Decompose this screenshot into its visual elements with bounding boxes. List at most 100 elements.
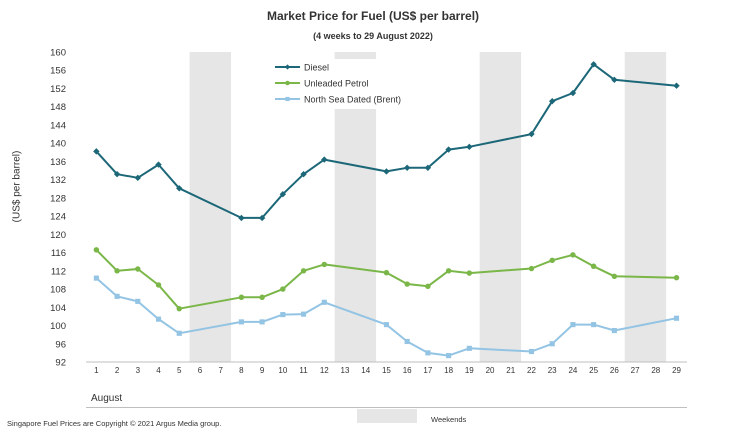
data-point [321,156,328,163]
y-tick-label: 148 [50,102,66,113]
chart-title: Market Price for Fuel (US$ per barrel) [266,9,480,23]
data-point [383,269,390,276]
weekend-band [624,52,667,362]
data-point [549,341,555,347]
x-tick-label: 26 [610,366,619,375]
data-point [238,319,244,325]
weekend-legend-swatch [357,409,417,423]
x-tick-label: 11 [299,366,308,375]
y-tick-label: 112 [51,266,66,277]
x-tick-label: 15 [382,366,391,375]
legend: Diesel Unleaded Petrol North Sea Dated (Br… [262,59,432,109]
data-point [285,80,290,86]
legend-item: North Sea Dated (Brent) [275,95,401,105]
data-point [113,170,121,178]
x-tick-label: 10 [278,366,287,375]
y-tick-label: 92 [55,358,66,369]
data-point [424,164,432,171]
legend-item: Unleaded Petrol [275,79,369,89]
y-tick-label: 104 [50,303,66,314]
legend-label: North Sea Dated (Brent) [304,95,401,105]
data-point [466,143,473,151]
data-point [611,76,618,84]
series-north-sea-dated-brent [93,275,680,359]
data-point [238,294,245,300]
data-point [238,214,245,222]
x-tick-label: 12 [320,366,329,375]
y-tick-label: 124 [50,212,66,223]
data-point [321,299,327,305]
y-tick-label: 140 [50,139,66,150]
y-tick-label: 108 [50,285,66,296]
x-tick-label: 3 [136,366,141,375]
data-point [93,247,100,253]
y-tick-label: 160 [50,48,66,59]
y-tick-label: 100 [50,321,66,332]
y-tick-label: 152 [50,84,66,95]
data-point [176,330,182,336]
data-point [383,168,390,175]
x-tick-label: 22 [527,366,536,375]
data-point [279,191,287,198]
x-tick-label: 28 [651,366,660,375]
data-point [284,64,291,70]
data-point [425,283,431,290]
data-point [528,265,535,272]
data-point [259,319,265,325]
x-tick-label: 25 [589,366,598,375]
data-point [528,348,535,355]
data-point [549,257,555,264]
x-tick-label: 23 [548,366,557,375]
data-point [611,273,618,280]
x-tick-label: 21 [506,366,515,375]
data-point [466,345,472,351]
data-point [280,312,286,318]
data-point [155,161,162,168]
legend-label: Unleaded Petrol [304,79,369,89]
x-tick-label: 18 [444,366,453,375]
data-point [259,294,265,300]
data-point [673,315,680,321]
series-unleaded-petrol [93,247,680,312]
series-line [95,277,677,357]
legend-item: Diesel [275,63,329,73]
x-tick-label: 9 [260,366,265,375]
data-point [466,270,473,276]
data-point [403,164,411,171]
series-line [95,249,677,310]
series-diesel [93,61,680,222]
x-tick-label: 19 [465,366,474,375]
x-tick-label: 8 [239,366,244,375]
legend-label: Diesel [304,63,329,73]
data-point [404,281,410,287]
weekend-band [189,52,232,362]
weekend-band [479,52,522,362]
data-point [93,148,100,155]
x-tick-label: 27 [631,366,640,375]
x-tick-label: 29 [672,366,681,375]
x-tick-label: 2 [115,366,120,375]
x-axis-ticks: 1 2 3 4 5 6 7 8 9 10 11 12 13 14 15 16 17 18 19 20 21 22 23 24 2… [94,366,681,375]
data-point [445,146,452,153]
y-tick-label: 144 [50,120,66,131]
data-point [425,350,431,356]
data-point [135,298,141,304]
y-tick-label: 136 [50,157,66,168]
y-tick-label: 120 [50,230,66,241]
weekend-legend-label: Weekends [431,415,467,424]
x-tick-label: 7 [218,366,223,375]
data-point [570,322,576,328]
data-point [569,89,577,97]
y-tick-label: 116 [51,248,66,259]
x-tick-label: 13 [341,366,350,375]
x-tick-label: 20 [486,366,495,375]
data-point [300,170,307,178]
data-point [570,252,576,258]
x-tick-label: 6 [198,366,203,375]
data-point [258,214,266,222]
series [93,61,680,359]
data-point [134,174,141,182]
x-tick-label: 17 [423,366,432,375]
data-point [590,61,597,68]
